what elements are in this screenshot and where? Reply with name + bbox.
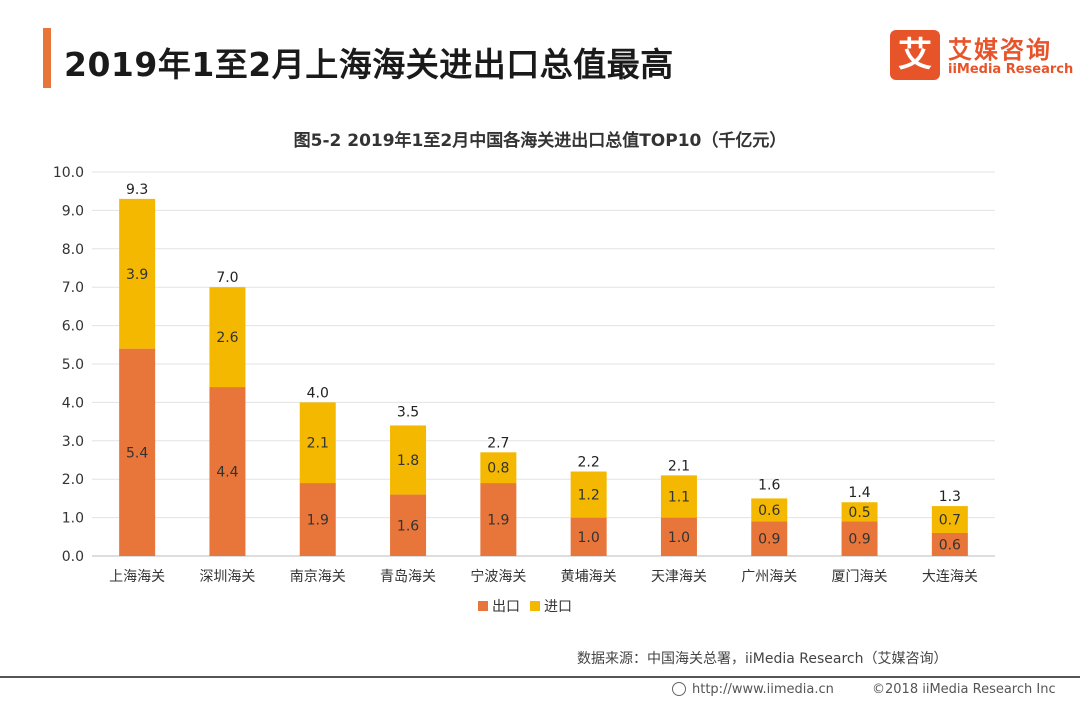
x-tick-label: 厦门海关 (832, 569, 888, 585)
bar-import (299, 402, 336, 484)
stacked-bar-chart: 0.0 1.0 2.0 3.0 4.0 5.0 6.0 7.0 8.0 9.0 10.0 5.4 3.9… (53, 165, 995, 615)
data-label: 1.8 (397, 453, 419, 469)
x-tick-label: 大连海关 (922, 569, 978, 585)
page-title: 2019年1至2月上海海关进出口总值最高 (64, 45, 674, 84)
x-tick-label: 青岛海关 (380, 569, 436, 585)
data-label: 0.5 (848, 505, 870, 521)
data-label: 0.8 (487, 461, 509, 477)
data-label: 0.9 (848, 532, 870, 548)
bar-export (570, 517, 607, 556)
legend-label: 进口 (544, 599, 572, 615)
bar-import (660, 475, 697, 518)
data-label: 0.6 (939, 537, 961, 553)
bar-export (299, 483, 336, 556)
total-label: 2.1 (668, 458, 690, 474)
data-label: 1.9 (487, 513, 509, 529)
y-tick-label: 10.0 (53, 165, 84, 181)
footer-url[interactable]: http://www.iimedia.cn (672, 682, 834, 697)
globe-icon (672, 682, 686, 696)
data-label: 1.9 (307, 513, 329, 529)
data-label: 2.6 (216, 330, 238, 346)
chart-title: 图5-2 2019年1至2月中国各海关进出口总值TOP10（千亿元） (293, 131, 787, 151)
bar-export (119, 348, 156, 556)
data-label: 3.9 (126, 267, 148, 283)
total-label: 9.3 (126, 182, 148, 198)
y-tick-label: 6.0 (62, 319, 84, 335)
y-tick-label: 1.0 (62, 511, 84, 527)
data-label: 1.1 (668, 489, 690, 505)
total-label: 4.0 (307, 385, 329, 401)
x-tick-label: 南京海关 (290, 569, 346, 585)
bar-export (660, 517, 697, 556)
legend-label: 出口 (492, 599, 520, 615)
data-label: 0.6 (758, 503, 780, 519)
y-tick-label: 8.0 (62, 242, 84, 258)
x-tick-label: 黄埔海关 (561, 568, 617, 585)
total-label: 3.5 (397, 405, 419, 421)
y-tick-label: 7.0 (62, 280, 84, 296)
data-label: 2.1 (307, 436, 329, 452)
bar-export (751, 521, 788, 556)
bar-import (751, 498, 788, 522)
data-label: 1.2 (578, 488, 600, 504)
bar-import (841, 502, 878, 522)
bar-import (209, 287, 246, 388)
bar-import (570, 471, 607, 518)
iimedia-logo: 艾 艾媒咨询 iiMedia Research (890, 30, 1074, 82)
footer-url-text[interactable]: http://www.iimedia.cn (692, 682, 834, 697)
data-label: 5.4 (126, 445, 148, 461)
footer-copyright: ©2018 iiMedia Research Inc (872, 682, 1056, 697)
data-source-note: 数据来源：中国海关总署，iiMedia Research（艾媒咨询） (577, 651, 948, 667)
total-label: 1.4 (848, 485, 870, 501)
y-tick-label: 0.0 (62, 549, 84, 565)
total-label: 2.2 (578, 455, 600, 471)
data-label: 0.9 (758, 532, 780, 548)
data-label: 4.4 (216, 465, 238, 481)
bar-export (390, 494, 427, 556)
footer-divider (0, 676, 1080, 678)
x-tick-label: 天津海关 (651, 569, 707, 585)
data-label: 1.0 (668, 530, 690, 546)
y-tick-label: 2.0 (62, 472, 84, 488)
data-label: 0.7 (939, 513, 961, 529)
x-tick-label: 宁波海关 (470, 568, 526, 585)
legend-swatch-import (530, 601, 540, 611)
data-label: 1.6 (397, 518, 419, 534)
y-tick-label: 9.0 (62, 203, 84, 219)
x-tick-label: 深圳海关 (199, 569, 255, 585)
bar-import (119, 198, 156, 349)
y-tick-label: 5.0 (62, 357, 84, 373)
total-label: 7.0 (216, 270, 238, 286)
y-tick-label: 4.0 (62, 395, 84, 411)
bar-export (480, 483, 517, 556)
total-label: 1.3 (939, 489, 961, 505)
logo-english-text: iiMedia Research (948, 62, 1074, 77)
legend-swatch-export (478, 601, 488, 611)
x-tick-label: 上海海关 (109, 569, 165, 585)
y-tick-label: 3.0 (62, 434, 84, 450)
bar-import (480, 452, 517, 484)
total-label: 2.7 (487, 435, 509, 451)
x-tick-label: 广州海关 (741, 569, 797, 585)
bar-import (931, 506, 968, 533)
total-label: 1.6 (758, 478, 780, 494)
data-label: 1.0 (578, 530, 600, 546)
logo-chinese-text: 艾媒咨询 (948, 36, 1052, 64)
bar-export (931, 532, 968, 556)
bar-export (209, 387, 246, 556)
title-accent-bar (43, 28, 51, 88)
bar-import (390, 425, 427, 495)
logo-mark-icon: 艾 (890, 30, 940, 80)
bar-export (841, 521, 878, 556)
